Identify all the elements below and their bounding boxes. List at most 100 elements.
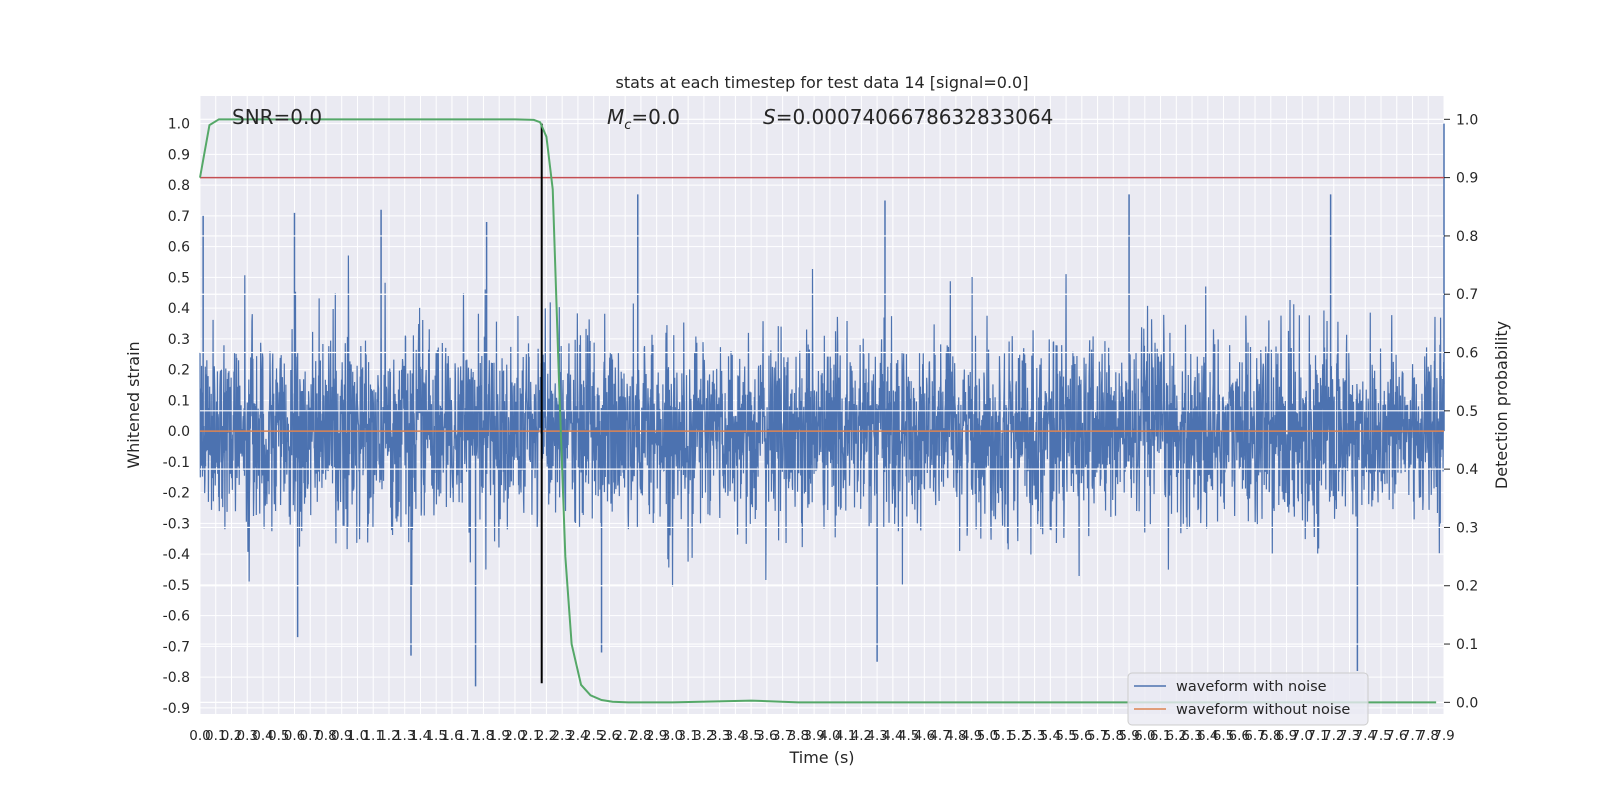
y-tick-label: -0.6 — [163, 609, 190, 625]
x-tick-label: 0.7 — [299, 728, 320, 744]
x-tick-label: 2.8 — [630, 728, 651, 744]
x-tick-label: 3.4 — [725, 728, 746, 744]
x-tick-label: 5.1 — [992, 728, 1013, 744]
x-tick-label: 1.2 — [378, 728, 399, 744]
y-tick-label: -0.5 — [163, 578, 190, 594]
x-tick-label: 5.5 — [1055, 728, 1076, 744]
y-axis-label: Whitened strain — [124, 341, 143, 468]
x-tick-label: 4.0 — [819, 728, 840, 744]
x-tick-label: 2.5 — [583, 728, 604, 744]
x-tick-label: 4.5 — [898, 728, 919, 744]
y-axis-ticks: 1.0 0.9 0.8 0.7 0.6 0.5 0.4 0.3 0.2 0.1 0.0 -0.1 -0.… — [163, 117, 190, 717]
x-tick-label: 5.0 — [977, 728, 998, 744]
y2-tick-label: 0.1 — [1456, 637, 1478, 653]
y2-tick-label: 0.3 — [1456, 520, 1478, 536]
x-tick-label: 4.2 — [851, 728, 872, 744]
x-tick-label: 2.4 — [567, 728, 588, 744]
x-tick-label: 5.4 — [1040, 728, 1061, 744]
x-tick-label: 2.1 — [520, 728, 541, 744]
y2-tick-label: 0.8 — [1456, 229, 1478, 245]
x-tick-label: 2.6 — [599, 728, 620, 744]
x-tick-label: 1.5 — [425, 728, 446, 744]
x-tick-label: 6.5 — [1213, 728, 1234, 744]
chirp-mass-value: =0.0 — [631, 105, 680, 129]
x-tick-label: 4.9 — [961, 728, 982, 744]
chirp-mass-subscript: c — [624, 118, 631, 133]
y-tick-label: 0.6 — [168, 240, 190, 256]
x-tick-label: 0.6 — [284, 728, 305, 744]
y-tick-label: 0.2 — [168, 363, 190, 379]
y2-tick-label: 0.4 — [1456, 462, 1478, 478]
y2-tick-label: 0.5 — [1456, 404, 1478, 420]
x-tick-label: 6.4 — [1197, 728, 1218, 744]
x-tick-label: 4.1 — [835, 728, 856, 744]
x-tick-label: 5.8 — [1103, 728, 1124, 744]
x-tick-label: 3.6 — [756, 728, 777, 744]
x-tick-label: 3.0 — [662, 728, 683, 744]
x-tick-label: 7.4 — [1355, 728, 1376, 744]
y-tick-label: -0.8 — [163, 670, 190, 686]
y2-tick-label: 0.7 — [1456, 287, 1478, 303]
x-tick-label: 4.8 — [945, 728, 966, 744]
x-tick-label: 4.4 — [882, 728, 903, 744]
snr-annotation: SNR=0.0 — [232, 105, 322, 129]
chart-title: stats at each timestep for test data 14 … — [616, 73, 1029, 92]
y-tick-label: 0.8 — [168, 178, 190, 194]
x-tick-label: 6.9 — [1276, 728, 1297, 744]
legend-box — [1127, 672, 1369, 726]
score-annotation: S=0.0007406678632833064 — [763, 105, 1053, 129]
legend: waveform with noise waveform without noi… — [1127, 672, 1369, 726]
x-tick-label: 7.5 — [1370, 728, 1391, 744]
x-tick-label: 1.6 — [441, 728, 462, 744]
x-tick-label: 1.7 — [457, 728, 478, 744]
y-tick-label: 0.4 — [168, 301, 190, 317]
x-tick-label: 1.3 — [394, 728, 415, 744]
x-tick-label: 7.2 — [1323, 728, 1344, 744]
detection-probability-line — [199, 118, 1437, 704]
series-lines — [199, 118, 1444, 704]
x-tick-label: 7.3 — [1339, 728, 1360, 744]
x-tick-label: 2.7 — [614, 728, 635, 744]
x-tick-label: 0.9 — [331, 728, 352, 744]
x-tick-label: 6.7 — [1244, 728, 1265, 744]
y2-tick-label: 0.9 — [1456, 171, 1478, 187]
y-tick-label: 0.0 — [168, 424, 190, 440]
y-tick-label: 0.7 — [168, 209, 190, 225]
x-tick-label: 1.4 — [410, 728, 431, 744]
x-tick-label: 3.2 — [693, 728, 714, 744]
x-tick-label: 3.9 — [803, 728, 824, 744]
x-tick-label: 0.5 — [268, 728, 289, 744]
chirp-mass-annotation: Mc=0.0 — [607, 105, 680, 133]
x-tick-label: 7.0 — [1292, 728, 1313, 744]
y2-tick-label: 0.2 — [1456, 579, 1478, 595]
x-tick-label: 4.6 — [914, 728, 935, 744]
y-tick-label: 0.3 — [168, 332, 190, 348]
legend-label-noise: waveform with noise — [1176, 679, 1327, 695]
x-tick-label: 5.9 — [1118, 728, 1139, 744]
score-symbol: S — [763, 105, 776, 129]
y2-axis-label: Detection probability — [1492, 321, 1511, 489]
y2-tick-label: 1.0 — [1456, 112, 1478, 128]
y-tick-label: -0.4 — [163, 547, 190, 563]
y2-tick-label: 0.0 — [1456, 695, 1478, 711]
x-tick-label: 0.3 — [236, 728, 257, 744]
x-tick-label: 5.7 — [1087, 728, 1108, 744]
x-axis-ticks: 0.00.10.20.30.40.50.60.70.80.91.01.11.21… — [189, 728, 1454, 744]
chirp-mass-symbol: M — [607, 105, 624, 129]
x-tick-label: 6.3 — [1181, 728, 1202, 744]
x-tick-label: 3.5 — [740, 728, 761, 744]
x-tick-label: 3.3 — [709, 728, 730, 744]
x-tick-label: 6.1 — [1150, 728, 1171, 744]
score-value: =0.0007406678632833064 — [776, 105, 1054, 129]
x-tick-label: 7.9 — [1433, 728, 1454, 744]
noise-trace — [199, 255, 1445, 587]
x-tick-label: 0.0 — [189, 728, 210, 744]
x-tick-label: 6.8 — [1260, 728, 1281, 744]
y-tick-label: -0.7 — [163, 639, 190, 655]
x-tick-label: 1.8 — [473, 728, 494, 744]
x-tick-label: 4.3 — [866, 728, 887, 744]
x-tick-label: 1.0 — [347, 728, 368, 744]
x-tick-label: 7.8 — [1418, 728, 1439, 744]
x-tick-label: 2.0 — [504, 728, 525, 744]
